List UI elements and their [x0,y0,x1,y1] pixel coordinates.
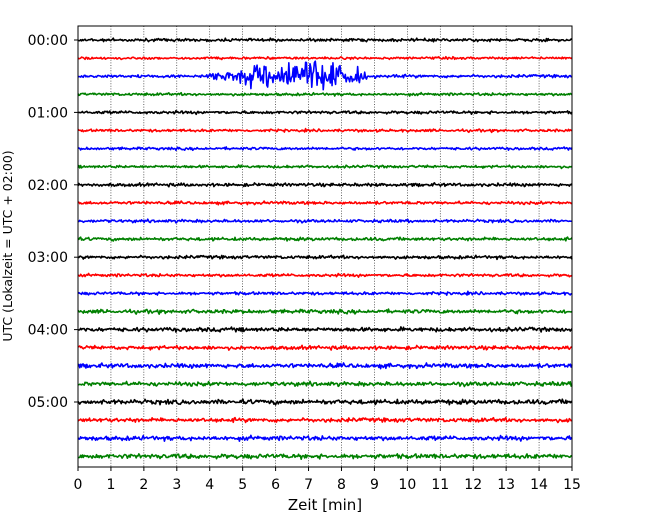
x-tick-label: 8 [337,477,346,493]
seismogram-trace [77,55,573,61]
x-tick-label: 11 [431,477,449,493]
trace-group [77,37,573,461]
y-tick-label: 05:00 [28,395,68,411]
x-tick-label: 13 [497,477,515,493]
seismogram-trace [77,453,573,461]
y-tick-label: 03:00 [28,250,68,266]
seismogram-trace [77,37,573,43]
seismogram-trace [77,254,573,261]
seismogram-trace [77,416,573,424]
x-tick-label: 4 [205,477,214,493]
x-tick-label: 6 [271,477,280,493]
seismogram-trace [77,109,573,116]
x-tick-label: 3 [172,477,181,493]
plot-frame [77,25,573,468]
y-axis: 00:00 01:00 02:00 03:00 04:00 05:00 [28,33,78,411]
seismogram-trace [77,362,573,370]
seismogram-trace [77,236,573,242]
seismogram-trace [77,181,573,188]
y-tick-label: 04:00 [28,323,68,339]
x-tick-label: 7 [304,477,313,493]
seismogram-trace [77,146,573,152]
seismogram-trace [77,326,573,333]
x-tick-label: 12 [464,477,482,493]
plot-area [78,26,572,467]
x-axis-label: Zeit [min] [288,496,362,514]
seismogram-trace [77,127,573,134]
x-axis: 0 1 2 3 4 5 6 7 8 9 10 11 12 13 14 15 [74,467,581,493]
x-tick-label: 9 [370,477,379,493]
y-tick-label: 02:00 [28,178,68,194]
x-tick-label: 0 [74,477,83,493]
seismogram-trace [77,398,573,406]
x-tick-label: 14 [530,477,548,493]
y-tick-label: 01:00 [28,105,68,121]
seismogram-trace [77,60,573,91]
seismogram-trace [77,218,573,224]
seismogram-trace [77,290,573,297]
x-tick-label: 10 [398,477,416,493]
x-tick-label: 2 [139,477,148,493]
y-axis-label: UTC (Lokalzeit = UTC + 02:00) [0,150,15,341]
grid-lines [110,26,540,467]
seismogram-trace [77,164,573,170]
y-tick-label: 00:00 [28,33,68,49]
seismogram-trace [77,91,573,97]
x-tick-label: 15 [563,477,581,493]
seismogram-trace [77,434,573,442]
seismogram-trace [77,200,573,206]
seismogram-trace [77,272,573,278]
seismogram-trace [77,344,573,351]
x-tick-label: 1 [106,477,115,493]
seismogram-trace [77,380,573,388]
seismogram-trace [77,308,573,315]
x-tick-label: 5 [238,477,247,493]
